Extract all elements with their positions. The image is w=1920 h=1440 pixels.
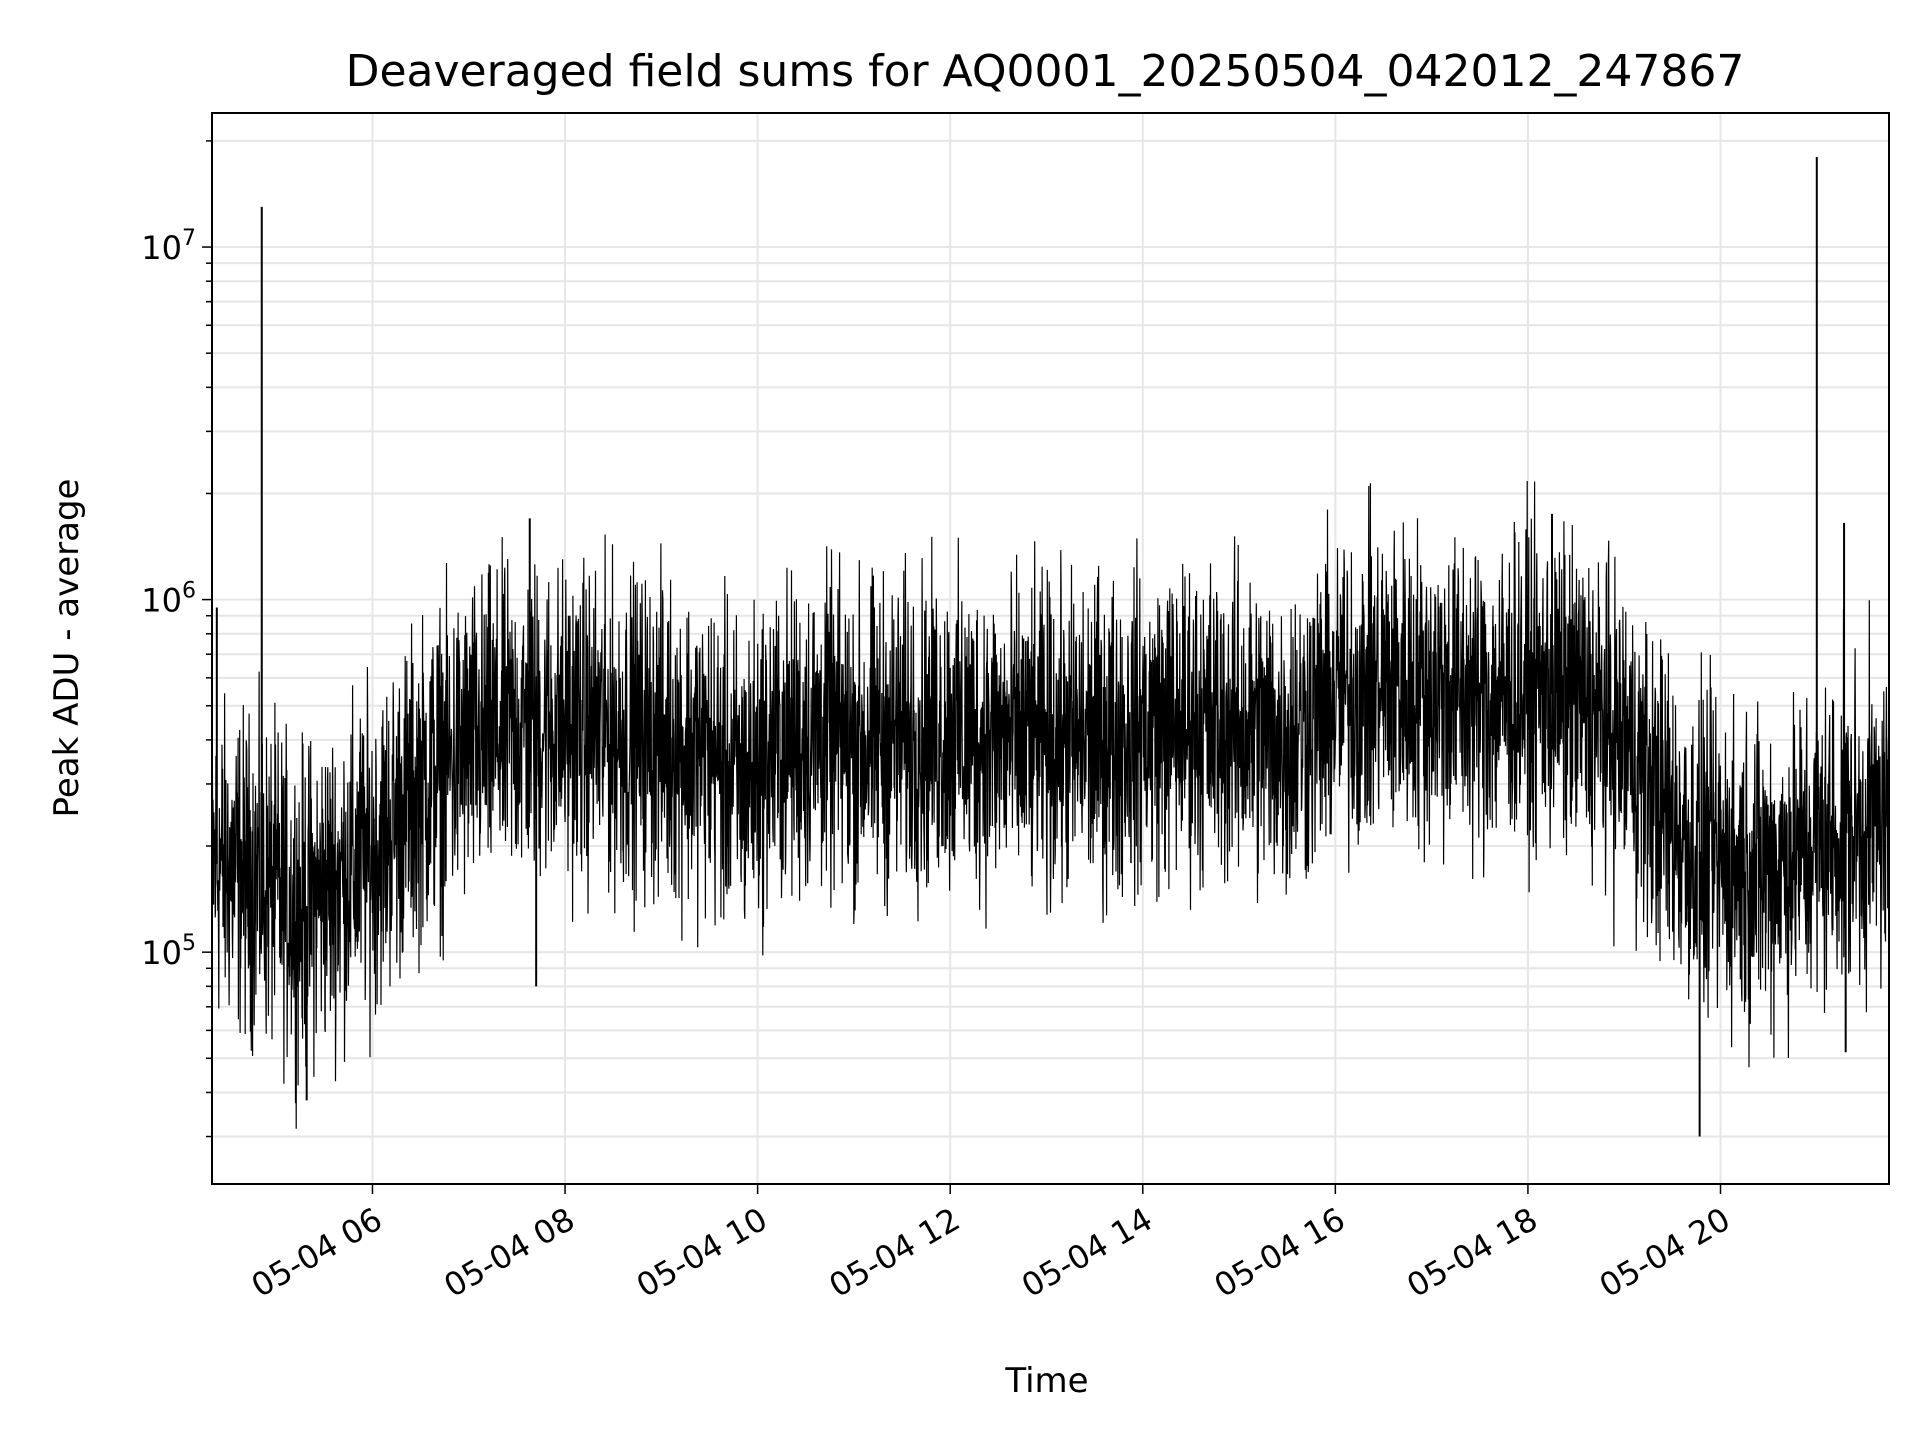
plot-frame — [211, 112, 1890, 1185]
plot-area — [211, 157, 1890, 1137]
y-tick-label: 107 — [141, 226, 196, 267]
chart-title: Deaveraged field sums for AQ0001_2025050… — [346, 46, 1745, 97]
y-tick-label: 106 — [141, 579, 196, 620]
series-line — [211, 480, 1890, 1129]
y-axis-label: Peak ADU - average — [47, 479, 87, 818]
y-axis: 105 106 107 — [141, 140, 212, 1138]
x-axis-label: Time — [1004, 1361, 1088, 1401]
y-tick-label: 105 — [141, 931, 196, 972]
